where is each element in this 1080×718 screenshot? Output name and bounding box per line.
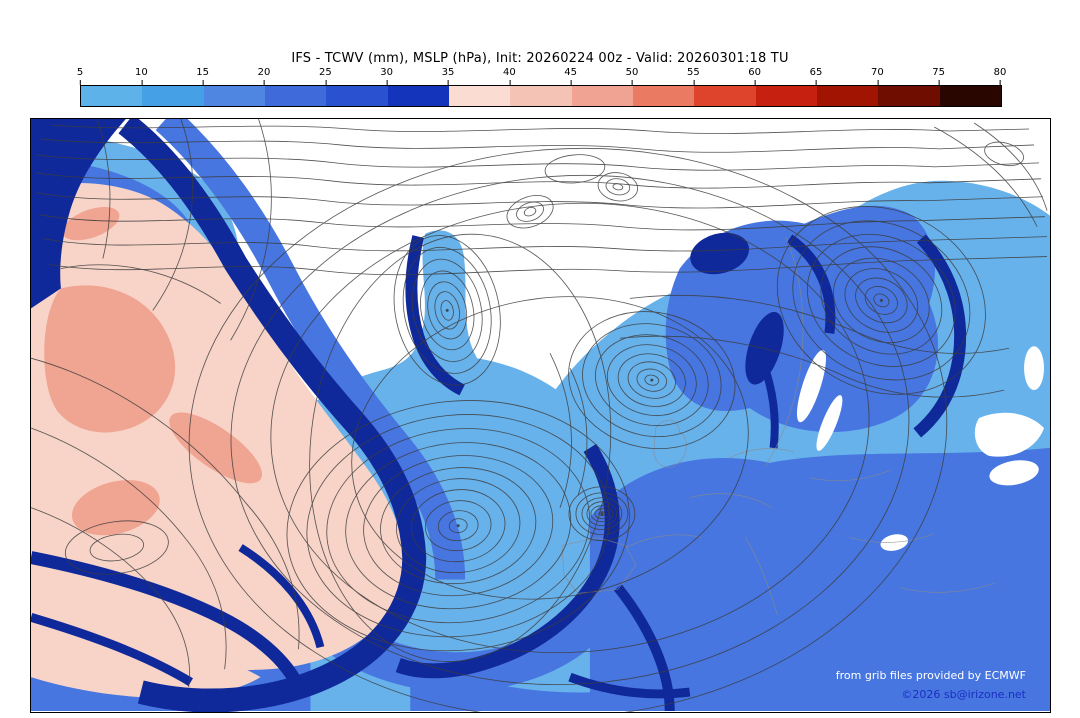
map-frame: from grib files provided by ECMWF ©2026 … bbox=[30, 118, 1051, 713]
colorbar-tick: 80 bbox=[993, 67, 1007, 85]
colorbar-segment bbox=[203, 86, 265, 106]
colorbar-tick: 30 bbox=[380, 67, 394, 85]
colorbar-tick: 25 bbox=[318, 67, 332, 85]
colorbar-segment bbox=[387, 86, 449, 106]
colorbar-tick: 70 bbox=[870, 67, 884, 85]
colorbar-tick: 65 bbox=[809, 67, 823, 85]
colorbar-tick: 55 bbox=[686, 67, 700, 85]
colorbar-segment bbox=[571, 86, 633, 106]
colorbar-segment bbox=[448, 86, 511, 106]
colorbar-tick: 60 bbox=[748, 67, 762, 85]
credit-ecmwf: from grib files provided by ECMWF bbox=[835, 669, 1026, 682]
colorbar-tick: 5 bbox=[76, 67, 84, 85]
colorbar-tick: 10 bbox=[134, 67, 148, 85]
colorbar-segment bbox=[939, 86, 1001, 106]
weather-map-svg bbox=[31, 119, 1050, 712]
colorbar-segment bbox=[632, 86, 695, 106]
colorbar-tick: 40 bbox=[502, 67, 516, 85]
colorbar-tick: 35 bbox=[441, 67, 455, 85]
isobar-layer bbox=[31, 119, 1048, 712]
colorbar-segment bbox=[142, 86, 204, 106]
colorbar-segment bbox=[510, 86, 572, 106]
credit-copyright: ©2026 sb@irizone.net bbox=[901, 688, 1026, 701]
colorbar-segment bbox=[326, 86, 388, 106]
colorbar-segment bbox=[816, 86, 879, 106]
moisture-fill-layer bbox=[31, 119, 1050, 712]
colorbar-segment bbox=[81, 86, 143, 106]
colorbar-segment bbox=[755, 86, 817, 106]
colorbar-segment bbox=[694, 86, 756, 106]
colorbar-tick: 75 bbox=[932, 67, 946, 85]
coastline-layer bbox=[561, 236, 995, 616]
colorbar-tick: 50 bbox=[625, 67, 639, 85]
colorbar-segment bbox=[878, 86, 940, 106]
colorbar-segment bbox=[264, 86, 327, 106]
colorbar-tick: 20 bbox=[257, 67, 271, 85]
colorbar-tick: 45 bbox=[564, 67, 578, 85]
map-title: IFS - TCWV (mm), MSLP (hPa), Init: 20260… bbox=[291, 51, 789, 66]
tcwv-colorbar bbox=[80, 85, 1002, 107]
colorbar-ticks: 5 10 15 20 25 30 35 40 45 50 55 60 65 70 75 80 bbox=[76, 67, 1006, 85]
colorbar-tick: 15 bbox=[196, 67, 210, 85]
